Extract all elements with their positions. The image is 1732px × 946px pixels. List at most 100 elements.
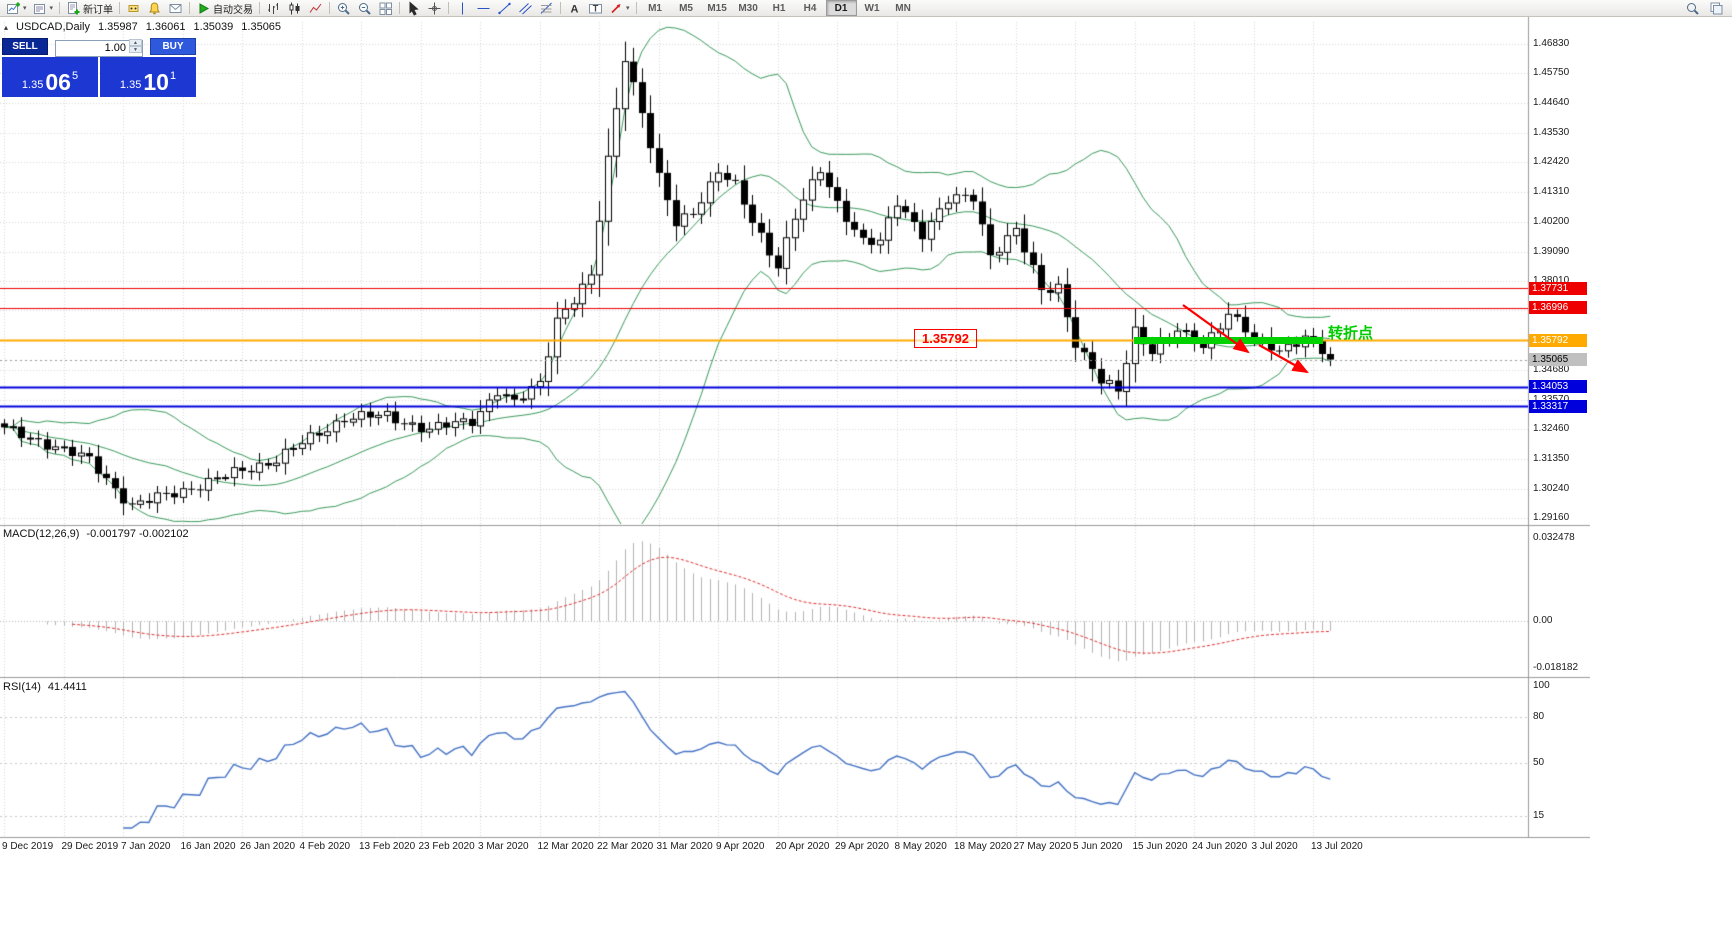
x-axis-label: 26 Jan 2020 <box>240 841 296 852</box>
fibonacci-tool[interactable] <box>536 0 557 17</box>
buy-price-panel[interactable]: 1.35 10 1 <box>100 57 196 97</box>
y-axis-label: 1.33570 <box>1533 394 1569 405</box>
rsi-indicator-label: RSI(14) 41.4411 <box>3 681 87 693</box>
symbol-ohlc-header: ▴ USDCAD,Daily 1.35987 1.36061 1.35039 1… <box>4 21 281 33</box>
svg-text:A: A <box>571 3 579 15</box>
line-chart-button[interactable] <box>305 0 326 17</box>
x-axis-label: 13 Feb 2020 <box>359 841 416 852</box>
zoom-out-button[interactable] <box>354 0 375 17</box>
crosshair-tool-button[interactable] <box>424 0 445 17</box>
zoom-in-icon <box>338 2 350 15</box>
timeframe-m30-button[interactable]: M30 <box>738 2 758 14</box>
cursor-icon <box>409 0 419 16</box>
macd-scale-label: 0.032478 <box>1533 532 1575 544</box>
one-click-trading-panel: SELL ▲ ▼ BUY 1.35 06 5 1.35 10 1 <box>2 38 196 97</box>
price-level-badge: 1.34053 <box>1529 380 1587 394</box>
sell-price-panel[interactable]: 1.35 06 5 <box>2 57 98 97</box>
ohlc-high: 1.36061 <box>145 21 186 33</box>
bar-chart-button[interactable] <box>263 0 284 17</box>
autotrade-icon <box>199 2 210 14</box>
expert-advisors-button[interactable] <box>123 0 144 17</box>
vertical-line-tool[interactable] <box>452 0 473 17</box>
x-axis-label: 15 Jun 2020 <box>1132 841 1188 852</box>
bar-chart-icon <box>268 2 279 14</box>
toolbar: ▾ ▾ 新订单 自动交易 A T ▾ M1 M5 M15 M30 H1 H4 D1 W1 MN <box>0 0 1732 17</box>
chevron-down-icon: ▾ <box>23 4 27 12</box>
chart-list-button[interactable] <box>1706 0 1727 17</box>
autotrading-button-label: 自动交易 <box>213 4 254 16</box>
channel-tool[interactable] <box>515 0 536 17</box>
new-chart-button[interactable]: ▾ <box>3 0 30 17</box>
news-icon <box>169 3 182 13</box>
vertical-line-icon <box>462 2 464 14</box>
timeframe-h4-button[interactable]: H4 <box>803 2 817 14</box>
timeframe-m5-button[interactable]: M5 <box>679 2 693 14</box>
rsi-scale-label: 80 <box>1533 710 1545 722</box>
autotrading-button[interactable]: 自动交易 <box>193 0 256 17</box>
candlestick-chart-button[interactable] <box>284 0 305 17</box>
turning-point-label[interactable]: 转折点 <box>1328 325 1374 342</box>
chart-list-icon <box>1710 2 1723 14</box>
horizontal-line-tool[interactable] <box>473 0 494 17</box>
toolbar-separator <box>119 2 121 14</box>
text-tool[interactable]: A <box>564 0 585 17</box>
panel-divider-time[interactable] <box>0 835 1590 839</box>
toolbar-separator <box>448 2 450 14</box>
volume-field: ▲ ▼ <box>55 38 143 57</box>
timeframe-m15-button[interactable]: M15 <box>707 2 727 14</box>
new-chart-icon <box>7 2 20 14</box>
macd-values: -0.001797 -0.002102 <box>86 528 189 540</box>
toolbar-separator <box>259 2 261 14</box>
current-price-badge: 1.35065 <box>1529 353 1587 367</box>
collapse-icon[interactable]: ▴ <box>4 22 9 32</box>
new-order-button[interactable]: 新订单 <box>63 0 116 17</box>
toolbar-separator <box>189 2 191 14</box>
rsi-scale-label: 50 <box>1533 756 1545 768</box>
new-order-icon <box>68 1 80 14</box>
x-axis-label: 16 Jan 2020 <box>180 841 236 852</box>
price-level-badge: 1.33317 <box>1529 399 1587 413</box>
alerts-button[interactable] <box>144 0 165 17</box>
price-level-badge: 1.35792 <box>1529 333 1587 347</box>
x-axis-label: 3 Mar 2020 <box>478 841 529 852</box>
text-label-tool[interactable]: T <box>585 0 606 17</box>
chart-canvas[interactable] <box>0 17 1590 946</box>
cursor-tool-button[interactable] <box>403 0 424 17</box>
panel-divider-rsi[interactable] <box>0 675 1590 679</box>
zoom-out-icon <box>359 2 371 15</box>
tile-windows-icon <box>379 2 393 15</box>
x-axis-label: 29 Apr 2020 <box>835 841 889 852</box>
timeframe-mn-button[interactable]: MN <box>895 2 911 14</box>
buy-button[interactable]: BUY <box>150 38 196 55</box>
macd-scale-label: -0.018182 <box>1533 661 1579 673</box>
x-axis-label: 5 Jun 2020 <box>1073 841 1123 852</box>
y-axis-label: 1.32460 <box>1533 423 1570 435</box>
support-segment[interactable] <box>1134 336 1323 344</box>
fibonacci-icon <box>540 2 552 14</box>
alerts-icon <box>149 1 160 14</box>
tile-windows-button[interactable] <box>375 0 396 17</box>
chart-profile-icon <box>33 3 45 14</box>
search-icon <box>1687 2 1699 15</box>
timeframe-w1-button[interactable]: W1 <box>864 2 880 14</box>
y-axis-label: 1.30240 <box>1533 483 1570 495</box>
profiles-button[interactable]: ▾ <box>30 0 57 17</box>
volume-increase-button[interactable]: ▲ <box>129 39 142 46</box>
ohlc-low: 1.35039 <box>193 21 234 33</box>
timeframe-d1-button[interactable]: D1 <box>825 0 857 16</box>
sell-button[interactable]: SELL <box>2 38 48 55</box>
zoom-in-button[interactable] <box>333 0 354 17</box>
arrows-tool[interactable]: ▾ <box>606 0 633 17</box>
panel-divider-macd[interactable] <box>0 523 1590 527</box>
x-axis-label: 22 Mar 2020 <box>597 841 654 852</box>
volume-decrease-button[interactable]: ▼ <box>129 46 142 53</box>
rsi-scale-label: 100 <box>1533 680 1550 691</box>
price-level-tag[interactable]: 1.35792 <box>914 329 977 348</box>
search-button[interactable] <box>1682 0 1703 17</box>
news-button[interactable] <box>165 0 186 17</box>
x-axis-label: 27 May 2020 <box>1013 841 1072 852</box>
timeframe-h1-button[interactable]: H1 <box>772 2 786 14</box>
volume-input[interactable] <box>55 39 143 57</box>
timeframe-m1-button[interactable]: M1 <box>648 2 662 14</box>
trend-line-tool[interactable] <box>494 0 515 17</box>
